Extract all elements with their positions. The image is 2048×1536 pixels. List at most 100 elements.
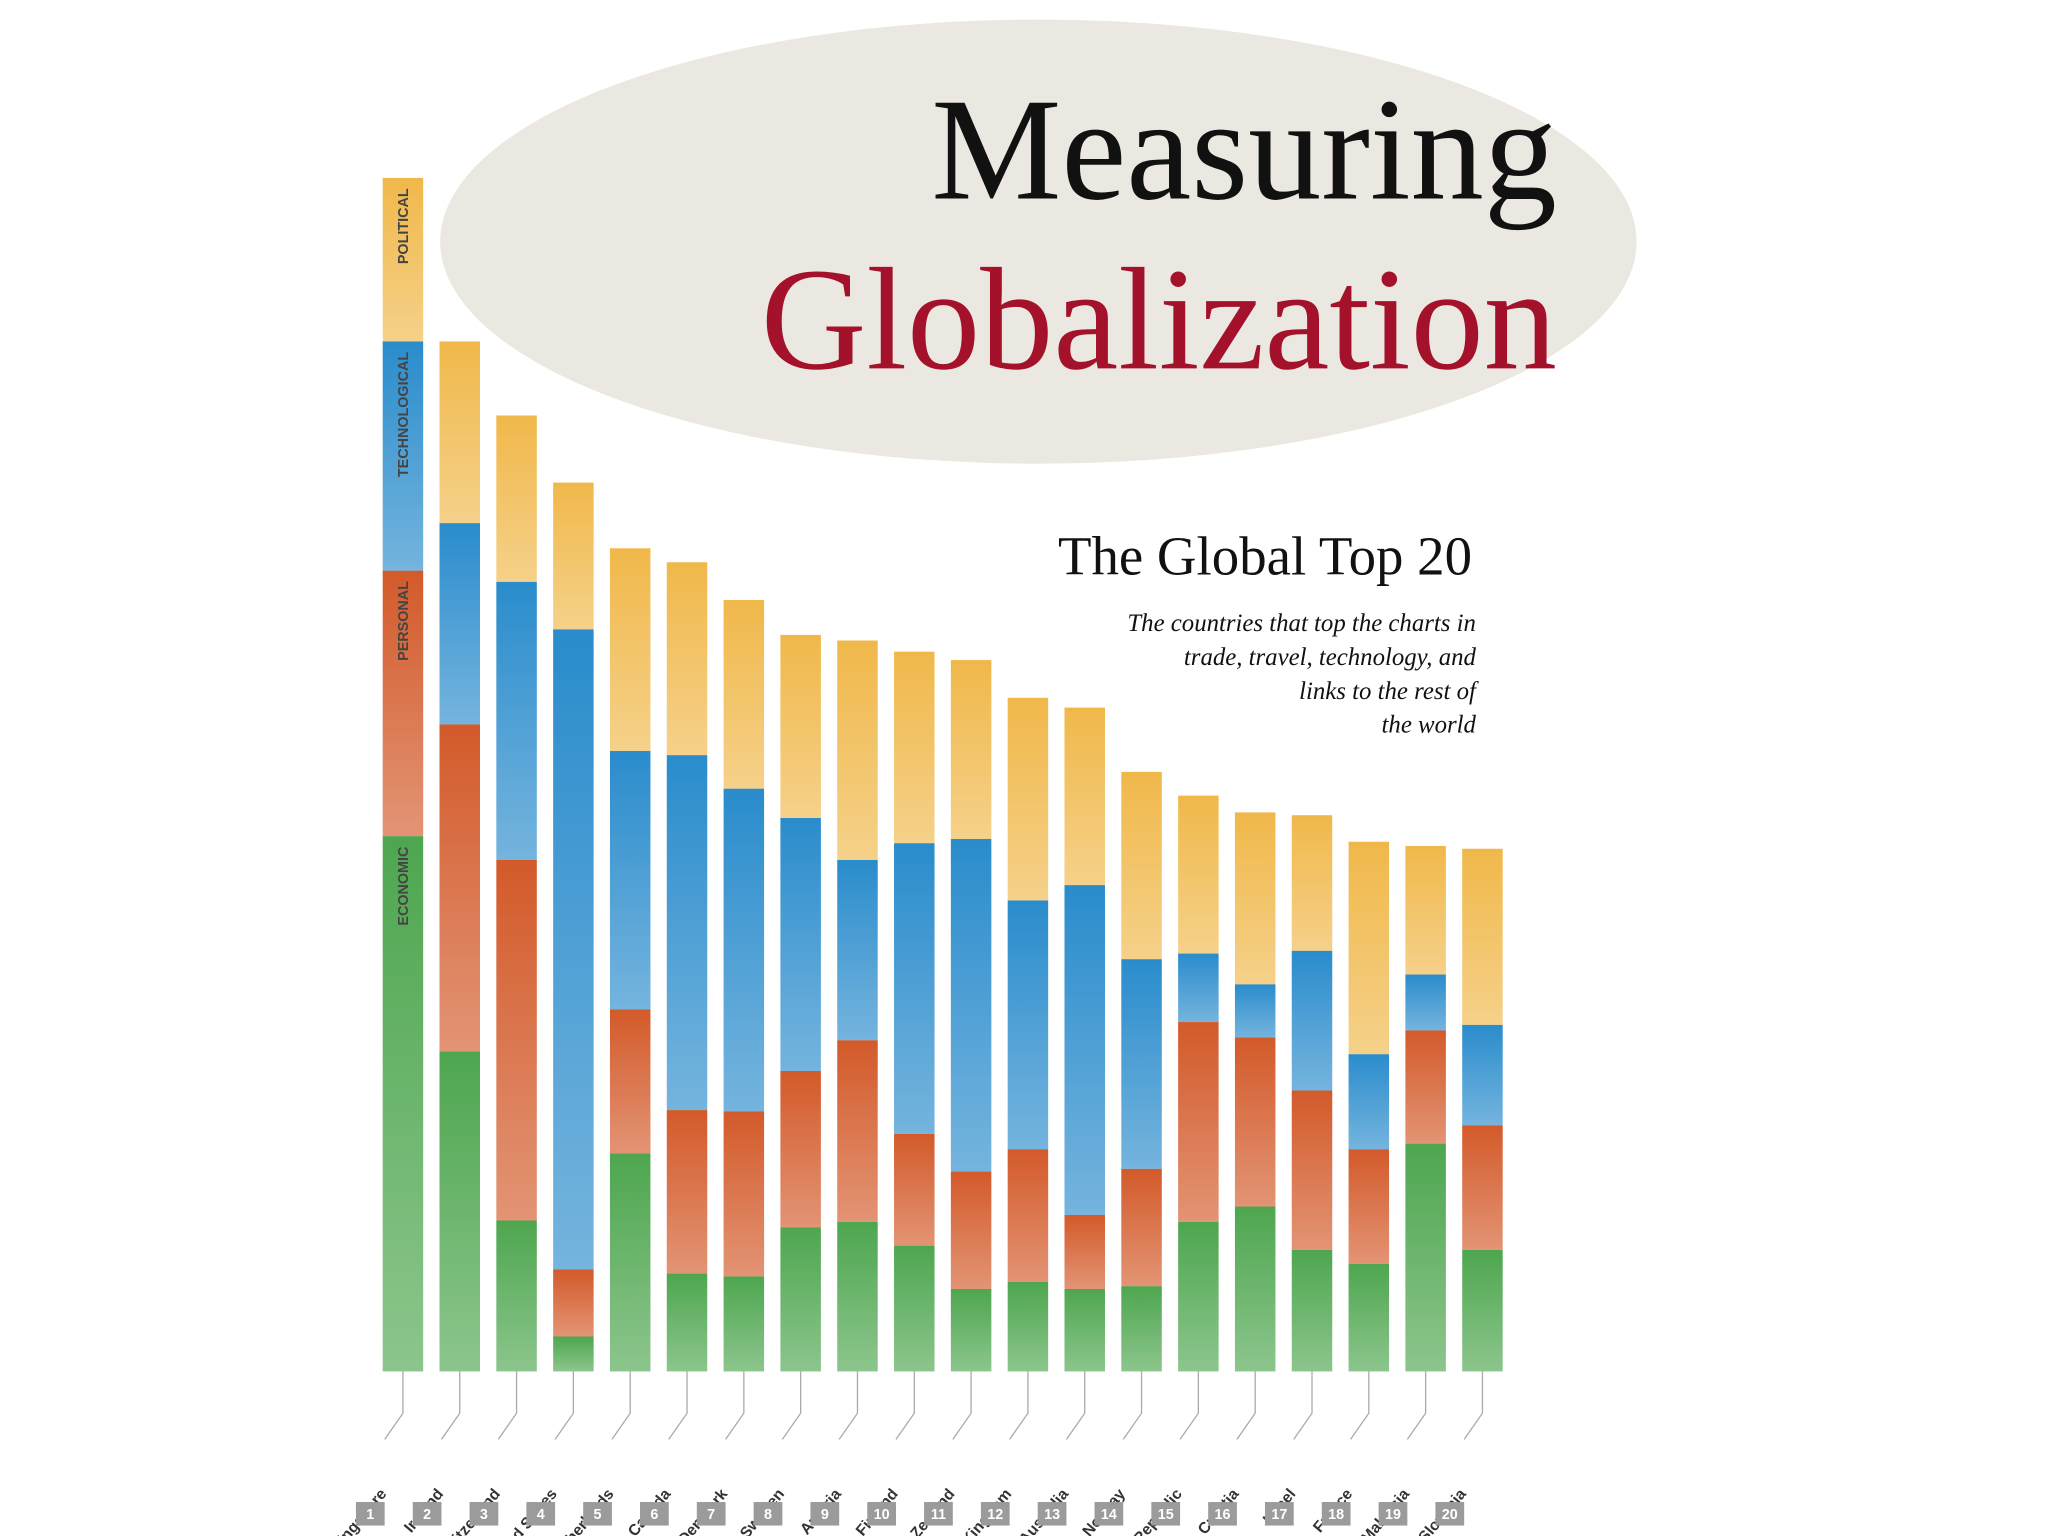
bar-segment bbox=[1007, 900, 1049, 1150]
rank-box bbox=[867, 1502, 896, 1526]
leader-line bbox=[497, 1371, 518, 1440]
bar-segment bbox=[894, 1245, 935, 1372]
bar-segment bbox=[553, 482, 594, 630]
rank-box bbox=[980, 1502, 1010, 1526]
rank-box bbox=[583, 1502, 612, 1526]
rank-label: 12 bbox=[987, 1507, 1003, 1523]
legend-label: PERSONAL bbox=[396, 581, 412, 661]
bar-segment bbox=[553, 629, 594, 1270]
bar-segment bbox=[1121, 1168, 1162, 1287]
bar-segment bbox=[439, 523, 480, 725]
rank-box bbox=[1378, 1502, 1408, 1526]
description-line: The countries that top the charts in bbox=[1127, 610, 1476, 637]
rank-box bbox=[469, 1502, 499, 1526]
rank-label: 16 bbox=[1215, 1507, 1231, 1523]
bar-segment bbox=[723, 1276, 765, 1372]
legend-label: ECONOMIC bbox=[396, 847, 412, 926]
rank-box bbox=[526, 1502, 556, 1526]
bar-segment bbox=[666, 755, 708, 1111]
bar-segment bbox=[1178, 1221, 1219, 1372]
leader-line bbox=[725, 1371, 745, 1440]
rank-box bbox=[1151, 1502, 1181, 1526]
bar-segment bbox=[609, 1153, 651, 1372]
bar-segment bbox=[1178, 795, 1219, 954]
bar-segment bbox=[1405, 1143, 1446, 1372]
rank-label: 19 bbox=[1385, 1507, 1401, 1523]
leader-line bbox=[554, 1371, 575, 1440]
subtitle: The Global Top 20 bbox=[1058, 526, 1472, 587]
bar-segment bbox=[837, 1221, 878, 1372]
rank-label: 9 bbox=[821, 1507, 829, 1523]
bar-segment bbox=[1178, 1022, 1219, 1222]
rank-box bbox=[1321, 1502, 1351, 1526]
bar-segment bbox=[1405, 845, 1446, 975]
rank-label: 1 bbox=[366, 1507, 374, 1523]
description-line: trade, travel, technology, and bbox=[1184, 644, 1477, 671]
rank-label: 10 bbox=[874, 1507, 890, 1523]
rank-box bbox=[1208, 1502, 1237, 1526]
bar-segment bbox=[439, 1051, 480, 1372]
bar-segment bbox=[666, 1110, 708, 1274]
bar-segment bbox=[780, 817, 821, 1071]
rank-box bbox=[640, 1502, 669, 1526]
rank-box bbox=[924, 1502, 953, 1526]
title-line: Globalization bbox=[761, 238, 1557, 400]
bar-segment bbox=[666, 562, 708, 756]
leader-line bbox=[1463, 1371, 1484, 1440]
leader-line bbox=[1406, 1371, 1427, 1440]
leader-line bbox=[781, 1371, 802, 1440]
bar-segment bbox=[1291, 1249, 1333, 1372]
rank-label: 17 bbox=[1271, 1507, 1287, 1523]
bar-segment bbox=[1234, 1206, 1276, 1372]
rank-label: 4 bbox=[537, 1507, 545, 1523]
bar-segment bbox=[1348, 1149, 1390, 1264]
bar-segment bbox=[609, 548, 651, 751]
title-backdrop bbox=[440, 19, 1637, 464]
leader-line bbox=[1236, 1371, 1256, 1440]
bar-segment bbox=[1121, 1286, 1162, 1372]
rank-box bbox=[412, 1502, 442, 1526]
leader-line bbox=[838, 1371, 859, 1440]
bar-segment bbox=[1007, 697, 1049, 901]
bar-segment bbox=[496, 859, 537, 1221]
bar-segment bbox=[894, 651, 935, 844]
bar-segment bbox=[780, 634, 821, 818]
rank-box bbox=[355, 1502, 385, 1526]
bar-segment bbox=[553, 1269, 594, 1337]
rank-label: 13 bbox=[1044, 1507, 1060, 1523]
bar-segment bbox=[1007, 1281, 1049, 1372]
bar-segment bbox=[837, 859, 878, 1041]
leader-line bbox=[440, 1371, 461, 1440]
bar-segment bbox=[553, 1336, 594, 1372]
bar-segment bbox=[1178, 953, 1219, 1023]
bar-segment bbox=[1064, 1214, 1105, 1289]
rank-box bbox=[1264, 1502, 1294, 1526]
bar-segment bbox=[1291, 950, 1333, 1091]
rank-box bbox=[1094, 1502, 1124, 1526]
bar-segment bbox=[723, 599, 765, 789]
bar-segment bbox=[1121, 959, 1162, 1169]
description: The countries that top the charts in tra… bbox=[1127, 610, 1479, 739]
bar-segment bbox=[1405, 974, 1446, 1031]
bar-segment bbox=[1348, 841, 1390, 1055]
bar-segment bbox=[1064, 885, 1105, 1215]
leader-line bbox=[1065, 1371, 1086, 1440]
leader-line bbox=[668, 1371, 688, 1440]
bar-segment bbox=[382, 177, 424, 342]
rank-box bbox=[1037, 1502, 1067, 1526]
bar-segment bbox=[1007, 1149, 1049, 1282]
bar-segment bbox=[837, 1040, 878, 1222]
rank-label: 18 bbox=[1328, 1507, 1344, 1523]
leader-line bbox=[1009, 1371, 1029, 1440]
rank-label: 7 bbox=[707, 1507, 715, 1523]
bar-segment bbox=[894, 1133, 935, 1246]
rank-label: 5 bbox=[594, 1507, 602, 1523]
rank-box bbox=[753, 1502, 783, 1526]
bar-segment bbox=[894, 843, 935, 1134]
bar-segment bbox=[950, 838, 992, 1172]
bar-segment bbox=[1348, 1263, 1390, 1372]
rank-label: 8 bbox=[764, 1507, 772, 1523]
bar-segment bbox=[382, 570, 424, 837]
bar-segment bbox=[496, 1220, 537, 1372]
